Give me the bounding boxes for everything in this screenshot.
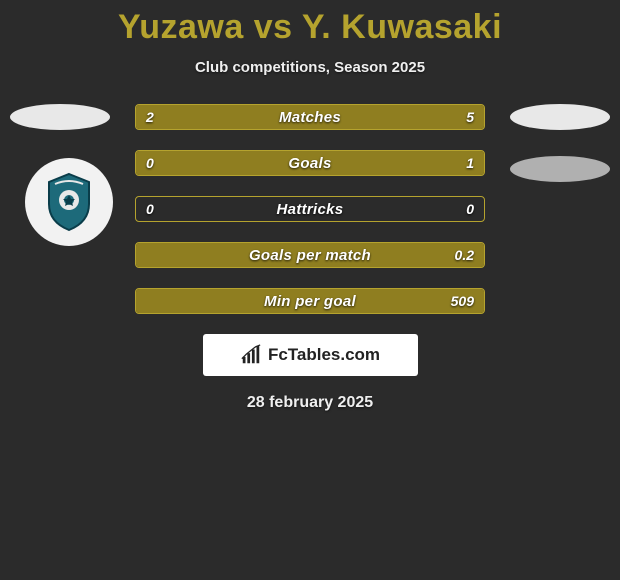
page-title: Yuzawa vs Y. Kuwasaki: [0, 0, 620, 47]
stat-label: Matches: [136, 105, 484, 129]
stats-bars: 2 Matches 5 0 Goals 1 0 Hattricks 0 Goal…: [135, 104, 485, 314]
stat-row-min-per-goal: Min per goal 509: [135, 288, 485, 314]
stat-row-hattricks: 0 Hattricks 0: [135, 196, 485, 222]
stat-row-goals: 0 Goals 1: [135, 150, 485, 176]
source-logo-text: FcTables.com: [268, 345, 380, 365]
subtitle: Club competitions, Season 2025: [0, 59, 620, 76]
stat-row-matches: 2 Matches 5: [135, 104, 485, 130]
stat-value-right: 509: [451, 289, 474, 313]
player-left-avatar: [10, 104, 110, 130]
comparison-panel: 2 Matches 5 0 Goals 1 0 Hattricks 0 Goal…: [0, 104, 620, 412]
club-badge: [25, 158, 113, 246]
date-label: 28 february 2025: [0, 394, 620, 412]
stat-label: Hattricks: [136, 197, 484, 221]
stat-row-goals-per-match: Goals per match 0.2: [135, 242, 485, 268]
source-logo: FcTables.com: [203, 334, 418, 376]
stat-label: Goals: [136, 151, 484, 175]
stat-value-right: 5: [466, 105, 474, 129]
stat-value-right: 0.2: [455, 243, 474, 267]
stat-label: Goals per match: [136, 243, 484, 267]
player-right-avatar-secondary: [510, 156, 610, 182]
chart-icon: [240, 344, 262, 366]
player-right-avatar: [510, 104, 610, 130]
stat-value-right: 0: [466, 197, 474, 221]
club-crest-icon: [37, 170, 101, 234]
stat-label: Min per goal: [136, 289, 484, 313]
stat-value-right: 1: [466, 151, 474, 175]
